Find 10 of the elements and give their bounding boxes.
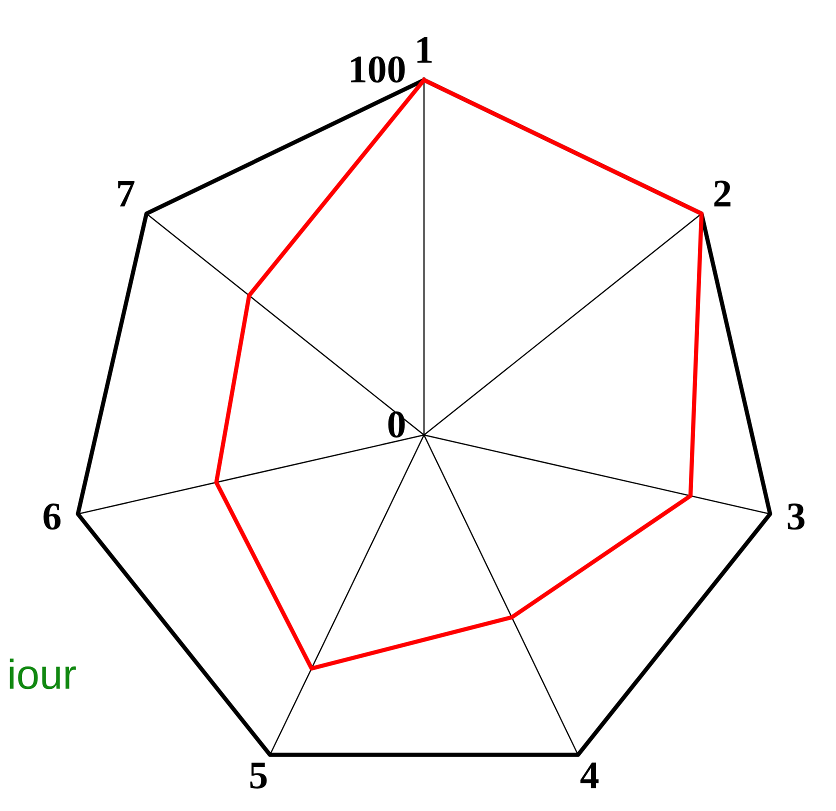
spoke-label: 3	[788, 504, 804, 530]
spoke-label: 2	[714, 180, 730, 206]
spoke-label: 7	[118, 180, 134, 206]
spoke-label: 1	[417, 37, 432, 63]
y-tick-label: 0	[388, 411, 405, 438]
spoke-label: 4	[580, 762, 599, 788]
text: iour	[10, 658, 76, 690]
spoke-label: 5	[250, 762, 267, 789]
spoke-label: 6	[44, 504, 61, 530]
y-tick-label: 100	[351, 56, 405, 83]
